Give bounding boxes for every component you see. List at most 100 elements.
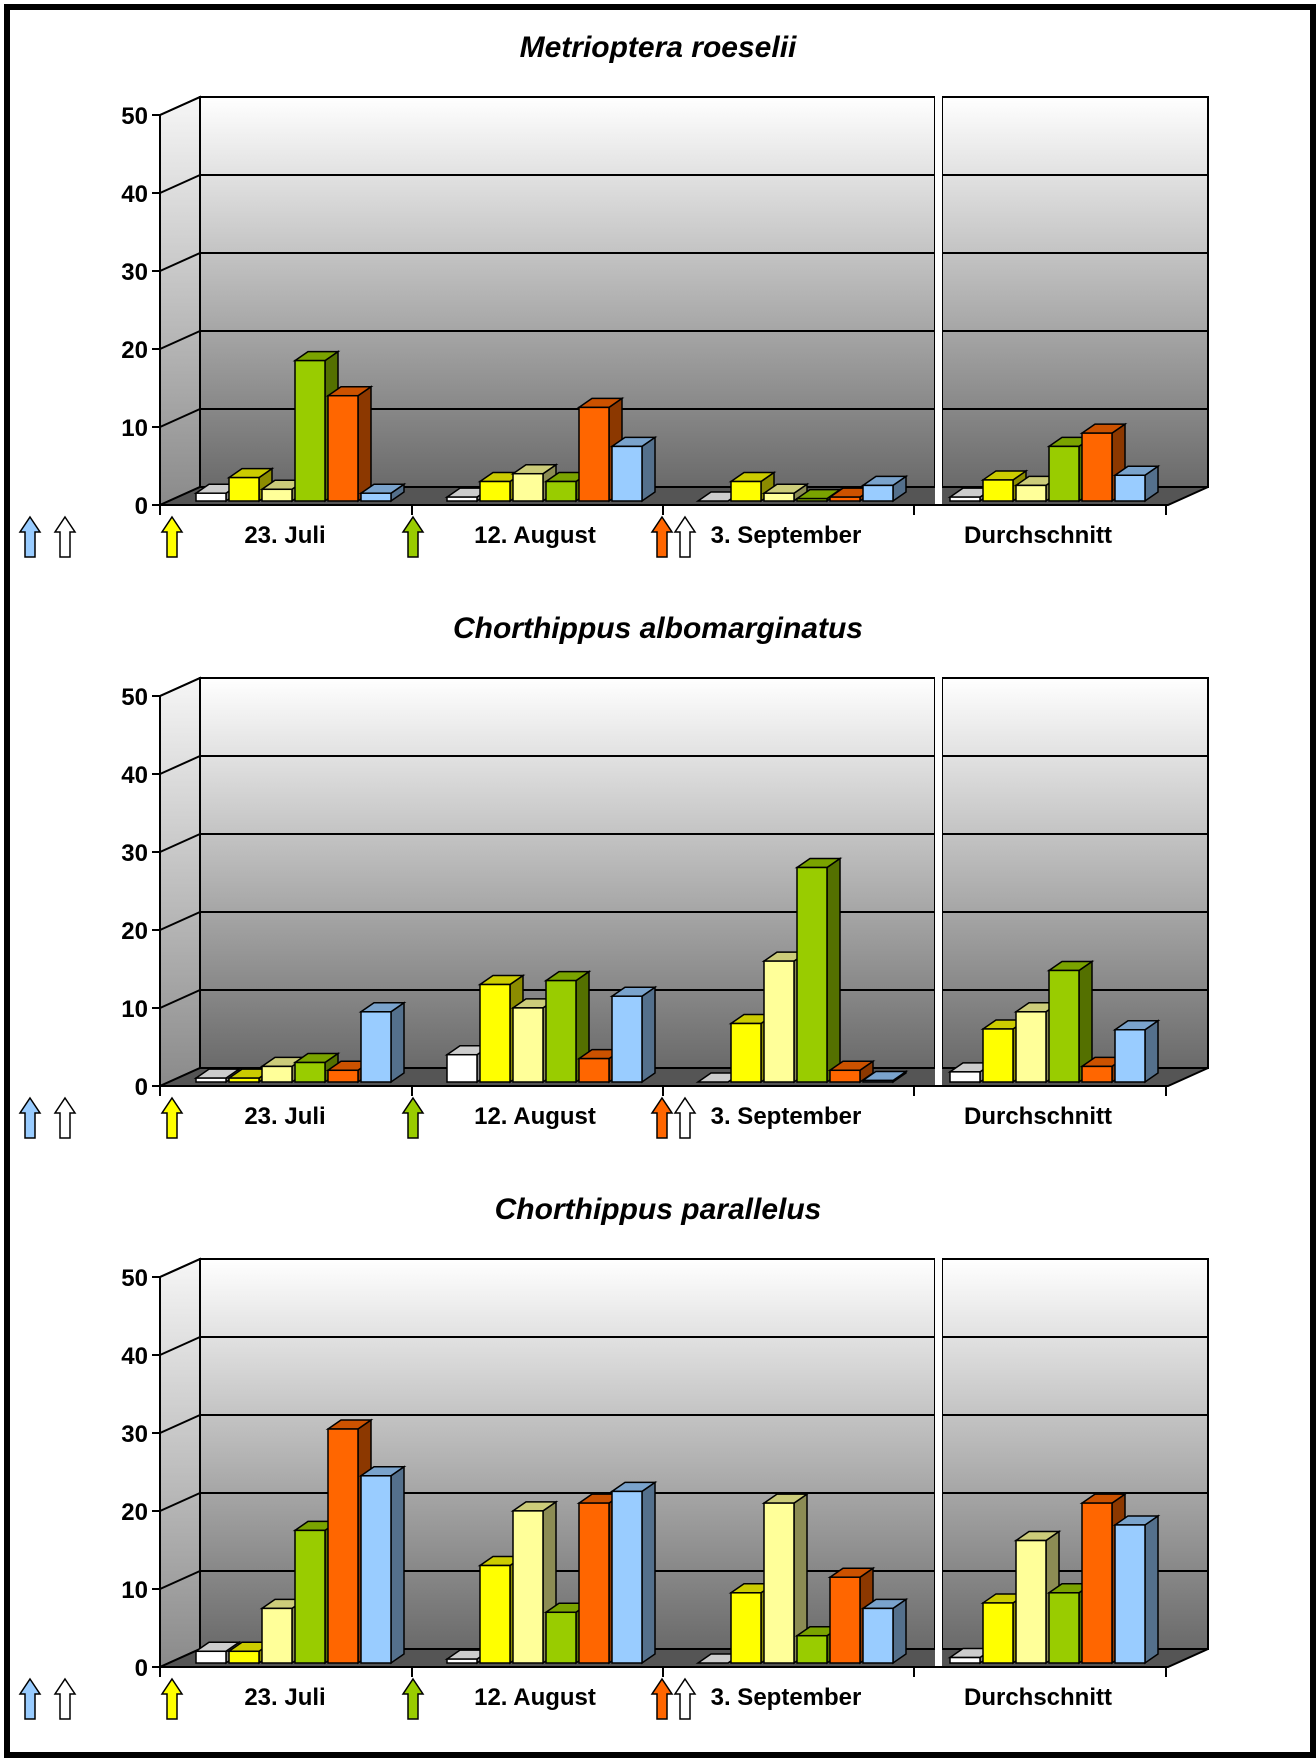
x-category-label: 23. Juli bbox=[244, 1684, 325, 1711]
bar bbox=[327, 1428, 359, 1664]
bar bbox=[796, 497, 828, 502]
bar bbox=[829, 1069, 861, 1083]
bar bbox=[611, 1490, 643, 1664]
blue-arrow-icon bbox=[18, 1677, 42, 1720]
x-category-label: 3. September bbox=[711, 522, 862, 549]
white-arrow-icon bbox=[53, 1677, 77, 1720]
x-category-label: 3. September bbox=[711, 1684, 862, 1711]
gridline-side bbox=[159, 1336, 201, 1356]
bar bbox=[1081, 1065, 1113, 1083]
bar-side bbox=[826, 857, 841, 1084]
bar bbox=[1015, 1539, 1047, 1664]
bar bbox=[1114, 474, 1146, 502]
bar-side bbox=[641, 435, 656, 503]
bar bbox=[261, 1607, 293, 1664]
bar bbox=[982, 479, 1014, 502]
bar bbox=[545, 979, 577, 1083]
x-category-label: Durchschnitt bbox=[964, 1103, 1112, 1130]
bar bbox=[763, 1502, 795, 1664]
chart-title: Metrioptera roeselii bbox=[520, 31, 797, 64]
chart-2: Chorthippus albomarginatus 0 10 20 30 40 50 23.… bbox=[18, 612, 1209, 1139]
bar bbox=[479, 480, 511, 502]
y-tick-label: 10 bbox=[121, 415, 148, 442]
bar bbox=[763, 960, 795, 1083]
bar bbox=[360, 1011, 392, 1083]
y-tick-label: 30 bbox=[121, 1421, 148, 1448]
gridline-side bbox=[159, 833, 201, 853]
bar bbox=[763, 492, 795, 502]
bar bbox=[829, 496, 861, 502]
bar bbox=[360, 492, 392, 502]
bar bbox=[195, 492, 227, 502]
gridline-side bbox=[159, 96, 201, 116]
y-tick-label: 50 bbox=[121, 1265, 148, 1292]
bar bbox=[1015, 484, 1047, 502]
gridline-side bbox=[159, 408, 201, 428]
side-wall bbox=[159, 95, 201, 507]
yellow-arrow-icon bbox=[160, 1096, 184, 1139]
bar bbox=[446, 1658, 478, 1664]
bar-side bbox=[1144, 1514, 1159, 1665]
side-wall bbox=[159, 676, 201, 1088]
bar bbox=[862, 484, 894, 502]
gridline-side bbox=[159, 330, 201, 350]
gridline-side bbox=[159, 911, 201, 931]
y-tick-label: 20 bbox=[121, 918, 148, 945]
bar bbox=[1048, 1592, 1080, 1664]
y-tick-label: 20 bbox=[121, 337, 148, 364]
bar bbox=[512, 472, 544, 502]
y-tick-label: 0 bbox=[135, 1074, 148, 1101]
bar bbox=[829, 1576, 861, 1664]
y-tick-label: 10 bbox=[121, 996, 148, 1023]
section-separator bbox=[935, 93, 942, 509]
bar-side bbox=[390, 1001, 405, 1084]
x-category-label: 23. Juli bbox=[244, 522, 325, 549]
chart-title: Chorthippus albomarginatus bbox=[453, 612, 863, 645]
x-category-label: 12. August bbox=[474, 1103, 596, 1130]
bar bbox=[1081, 432, 1113, 502]
blue-arrow-icon bbox=[18, 1096, 42, 1139]
bar bbox=[1015, 1011, 1047, 1083]
chart-title: Chorthippus parallelus bbox=[495, 1193, 822, 1226]
bar bbox=[294, 359, 326, 502]
bar-side bbox=[357, 385, 372, 503]
x-category-label: Durchschnitt bbox=[964, 1684, 1112, 1711]
bar bbox=[1048, 969, 1080, 1083]
bar bbox=[949, 1071, 981, 1083]
bar bbox=[611, 445, 643, 502]
x-category-label: 12. August bbox=[474, 522, 596, 549]
gridline-side bbox=[159, 1258, 201, 1278]
gridline-side bbox=[159, 252, 201, 272]
bar-side bbox=[390, 1465, 405, 1665]
bar bbox=[982, 1028, 1014, 1083]
orange-arrow-icon bbox=[650, 515, 674, 558]
green-arrow-icon bbox=[401, 1677, 425, 1720]
bar bbox=[730, 480, 762, 502]
bar bbox=[512, 1510, 544, 1664]
bar bbox=[446, 496, 478, 502]
bar-side bbox=[892, 1597, 907, 1665]
y-tick-label: 30 bbox=[121, 840, 148, 867]
bar bbox=[1081, 1502, 1113, 1664]
bar-side bbox=[1144, 1019, 1159, 1084]
bar bbox=[228, 1077, 260, 1083]
bar bbox=[982, 1602, 1014, 1664]
x-category-label: Durchschnitt bbox=[964, 522, 1112, 549]
gridline-side bbox=[159, 1492, 201, 1512]
green-arrow-icon bbox=[401, 515, 425, 558]
y-tick-label: 0 bbox=[135, 1655, 148, 1682]
bar bbox=[479, 983, 511, 1083]
orange-arrow-icon bbox=[650, 1677, 674, 1720]
side-wall bbox=[159, 1257, 201, 1669]
white-arrow-icon bbox=[53, 1096, 77, 1139]
chart-1: Metrioptera roeselii 0 10 20 30 40 50 23. Juli 1… bbox=[18, 31, 1209, 558]
gridline-side bbox=[159, 1414, 201, 1434]
green-arrow-icon bbox=[401, 1096, 425, 1139]
bar bbox=[796, 1634, 828, 1664]
gridline-side bbox=[159, 755, 201, 775]
bar bbox=[195, 1650, 227, 1664]
y-tick-label: 10 bbox=[121, 1577, 148, 1604]
blue-arrow-icon bbox=[18, 515, 42, 558]
x-category-label: 12. August bbox=[474, 1684, 596, 1711]
